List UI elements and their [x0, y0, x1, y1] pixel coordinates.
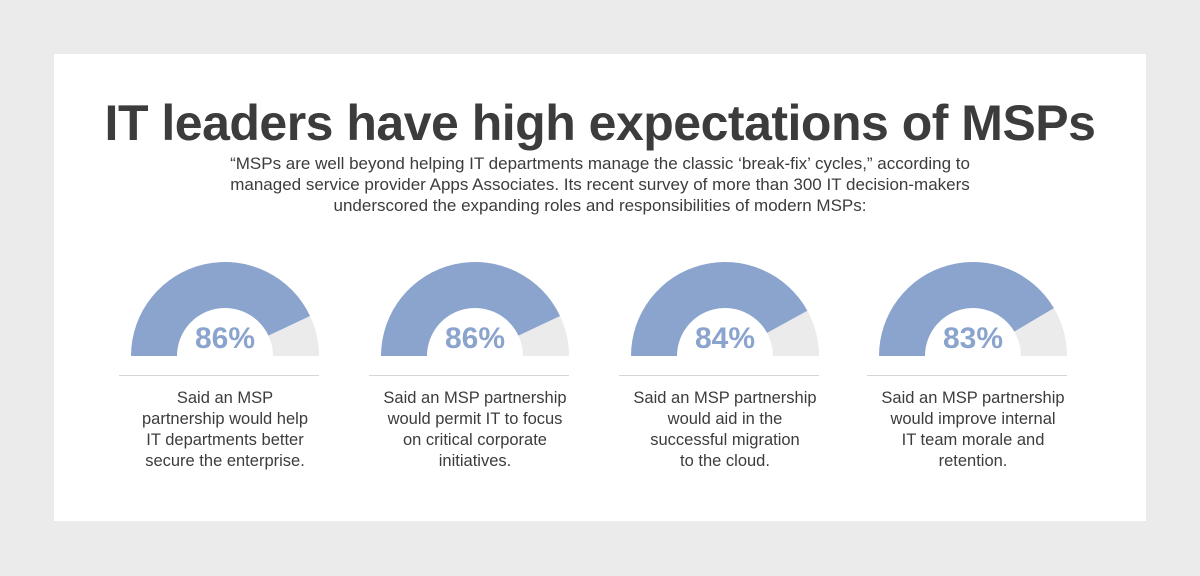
gauge-arc-3: [631, 262, 819, 356]
gauge-value-label: 86%: [194, 322, 256, 355]
gauge-description: Said an MSP partnership would improve in…: [881, 389, 1065, 470]
gauge-fill-2: [381, 262, 561, 356]
gauge-arc-1: [131, 262, 319, 356]
page-title: IT leaders have high expectations of MSP…: [104, 95, 1096, 151]
gauge-arc-4: [879, 262, 1067, 356]
subtitle-quote: “MSPs are well beyond helping IT departm…: [230, 154, 970, 215]
gauge-track-2: [518, 315, 569, 356]
divider: [369, 375, 569, 376]
gauge-track-4: [1014, 308, 1067, 356]
divider: [119, 375, 319, 376]
divider: [619, 375, 819, 376]
gauge-description: Said an MSP partnership would permit IT …: [383, 389, 567, 470]
gauge-value-label: 86%: [444, 322, 506, 355]
gauge-value-label: 83%: [942, 322, 1004, 355]
divider: [867, 375, 1067, 376]
gauge-fill-4: [879, 262, 1054, 356]
gauge-arc-2: [381, 262, 569, 356]
gauge-description: Said an MSP partnership would help IT de…: [141, 389, 309, 470]
gauge-track-1: [268, 315, 319, 356]
gauge-fill-3: [631, 262, 808, 356]
gauge-fill-1: [131, 262, 311, 356]
gauge-value-label: 84%: [694, 322, 756, 355]
gauge-description: Said an MSP partnership would aid in the…: [633, 389, 817, 470]
gauge-track-3: [767, 310, 819, 356]
